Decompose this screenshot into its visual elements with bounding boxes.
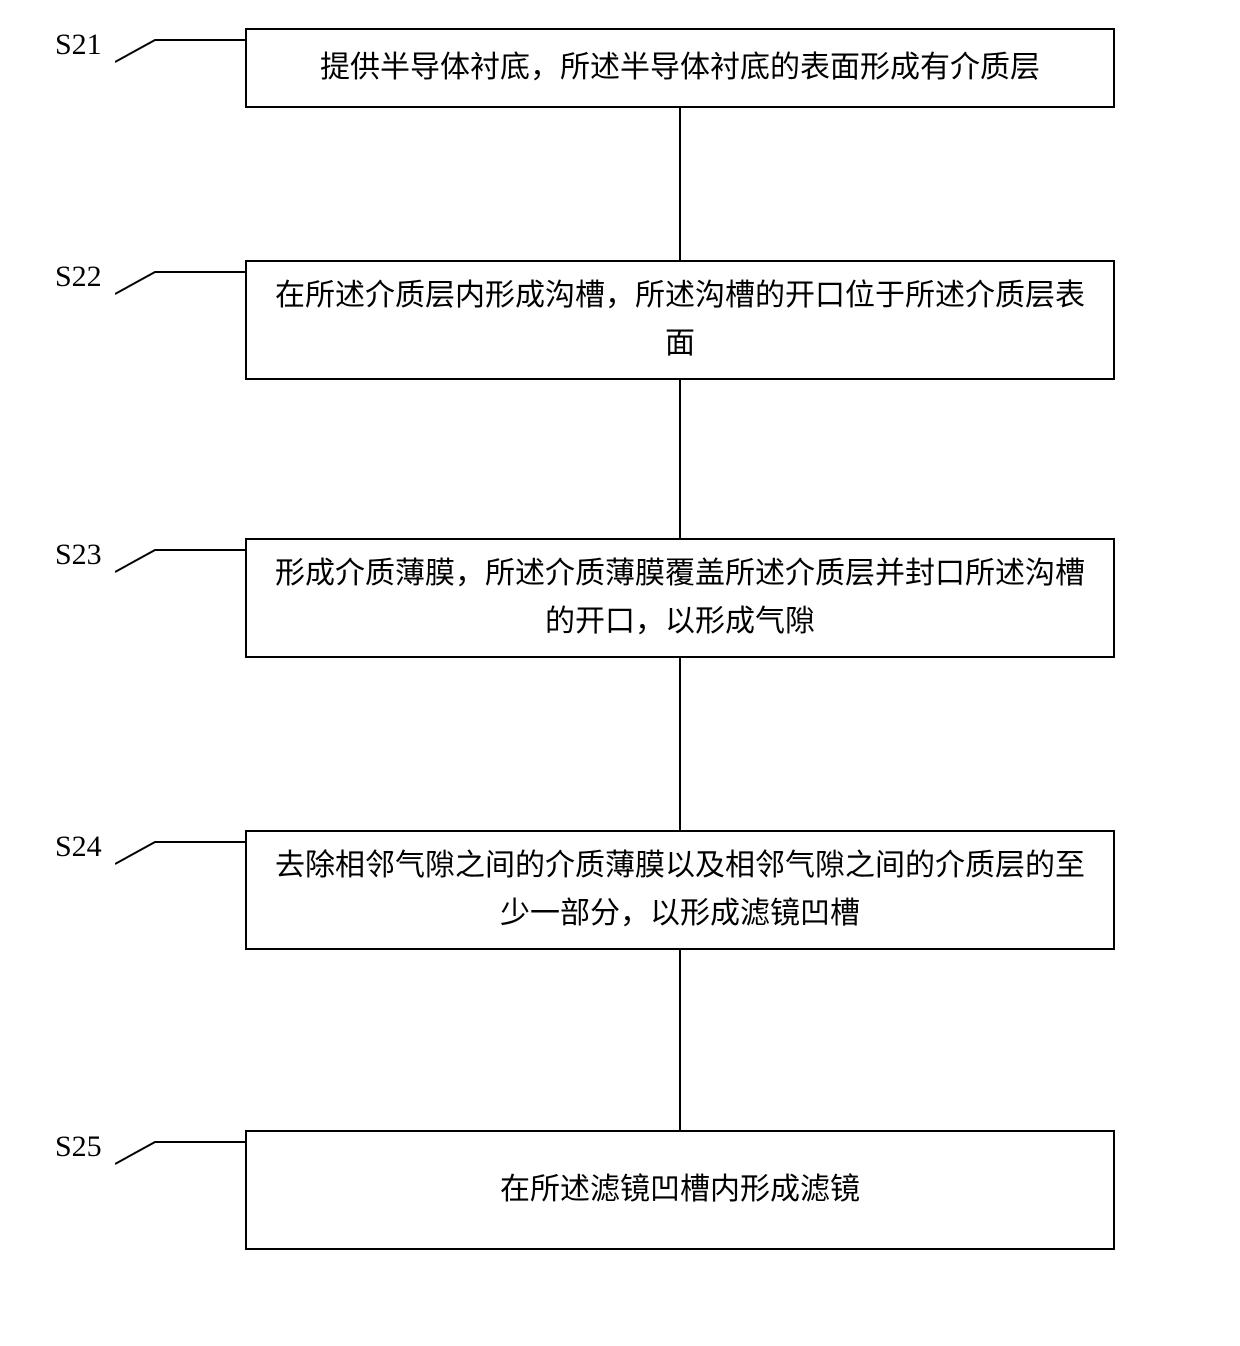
connector-s24-s25	[679, 950, 681, 1130]
step-label-text: S24	[55, 830, 102, 863]
step-text-s23: 形成介质薄膜，所述介质薄膜覆盖所述介质层并封口所述沟槽的开口，以形成气隙	[267, 550, 1093, 646]
label-connector-s21	[115, 28, 245, 68]
step-text-s21: 提供半导体衬底，所述半导体衬底的表面形成有介质层	[320, 44, 1040, 92]
step-label-s24: S24	[55, 830, 102, 864]
label-connector-s24	[115, 830, 245, 870]
flowchart-container: S21 提供半导体衬底，所述半导体衬底的表面形成有介质层 S22 在所述介质层内…	[0, 0, 1240, 1346]
connector-s23-s24	[679, 658, 681, 830]
label-connector-s25	[115, 1130, 245, 1170]
step-text-s24: 去除相邻气隙之间的介质薄膜以及相邻气隙之间的介质层的至少一部分，以形成滤镜凹槽	[267, 842, 1093, 938]
step-label-text: S23	[55, 538, 102, 571]
connector-s21-s22	[679, 108, 681, 260]
step-label-s22: S22	[55, 260, 102, 294]
step-label-s25: S25	[55, 1130, 102, 1164]
label-connector-s22	[115, 260, 245, 300]
step-label-s21: S21	[55, 28, 102, 62]
step-box-s22: 在所述介质层内形成沟槽，所述沟槽的开口位于所述介质层表面	[245, 260, 1115, 380]
step-label-text: S25	[55, 1130, 102, 1163]
step-box-s25: 在所述滤镜凹槽内形成滤镜	[245, 1130, 1115, 1250]
step-box-s24: 去除相邻气隙之间的介质薄膜以及相邻气隙之间的介质层的至少一部分，以形成滤镜凹槽	[245, 830, 1115, 950]
connector-s22-s23	[679, 380, 681, 538]
step-box-s21: 提供半导体衬底，所述半导体衬底的表面形成有介质层	[245, 28, 1115, 108]
step-text-s22: 在所述介质层内形成沟槽，所述沟槽的开口位于所述介质层表面	[267, 272, 1093, 368]
label-connector-s23	[115, 538, 245, 578]
step-label-s23: S23	[55, 538, 102, 572]
step-text-s25: 在所述滤镜凹槽内形成滤镜	[500, 1166, 860, 1214]
step-box-s23: 形成介质薄膜，所述介质薄膜覆盖所述介质层并封口所述沟槽的开口，以形成气隙	[245, 538, 1115, 658]
step-label-text: S22	[55, 260, 102, 293]
step-label-text: S21	[55, 28, 102, 61]
